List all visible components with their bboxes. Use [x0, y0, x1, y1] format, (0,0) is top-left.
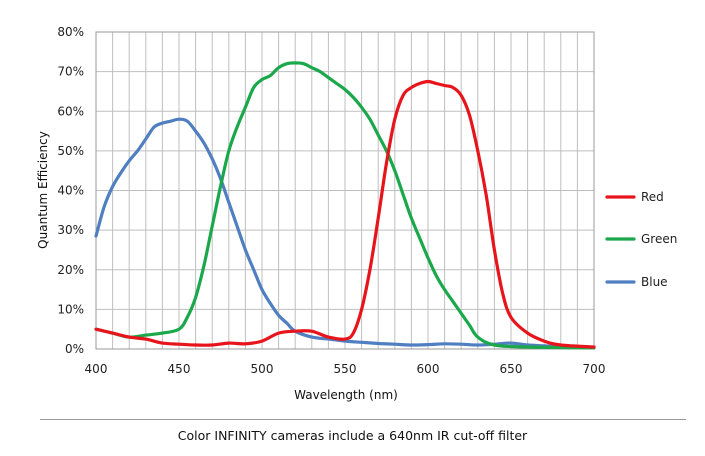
series-line-red — [94, 79, 596, 349]
legend: Red Green Blue — [605, 190, 677, 289]
x-axis-title: Wavelength (nm) — [294, 388, 398, 402]
y-tick-label: 80% — [57, 25, 84, 39]
series-layer — [94, 61, 596, 350]
x-tick-label: 600 — [417, 362, 440, 376]
x-tick-label: 550 — [334, 362, 357, 376]
tick-labels: 400 450 500 550 600 650 700 0% 10% 20% 30% 40% 50% 60… — [57, 25, 605, 376]
y-tick-label: 20% — [57, 263, 84, 277]
y-tick-label: 10% — [57, 302, 84, 316]
qe-chart: 400 450 500 550 600 650 700 0% 10% 20% 30% 40% 50% 60… — [36, 25, 677, 402]
legend-label-red: Red — [641, 190, 664, 204]
x-tick-label: 650 — [500, 362, 523, 376]
plot-border — [95, 31, 595, 350]
y-tick-label: 60% — [57, 104, 84, 118]
series-line-blue — [94, 117, 596, 350]
figure-caption: Color INFINITY cameras include a 640nm I… — [177, 428, 528, 443]
legend-label-green: Green — [641, 232, 677, 246]
series-line-green — [94, 61, 596, 350]
caption-divider — [40, 419, 686, 420]
x-tick-label: 400 — [85, 362, 108, 376]
y-tick-label: 0% — [65, 342, 84, 356]
grid — [95, 31, 595, 350]
legend-label-blue: Blue — [641, 275, 668, 289]
y-tick-label: 40% — [57, 184, 84, 198]
x-tick-label: 500 — [251, 362, 274, 376]
x-tick-label: 700 — [583, 362, 606, 376]
y-tick-label: 70% — [57, 65, 84, 79]
y-tick-label: 30% — [57, 223, 84, 237]
x-tick-label: 450 — [168, 362, 191, 376]
y-axis-title: Quantum Efficiency — [36, 131, 50, 249]
y-tick-label: 50% — [57, 144, 84, 158]
